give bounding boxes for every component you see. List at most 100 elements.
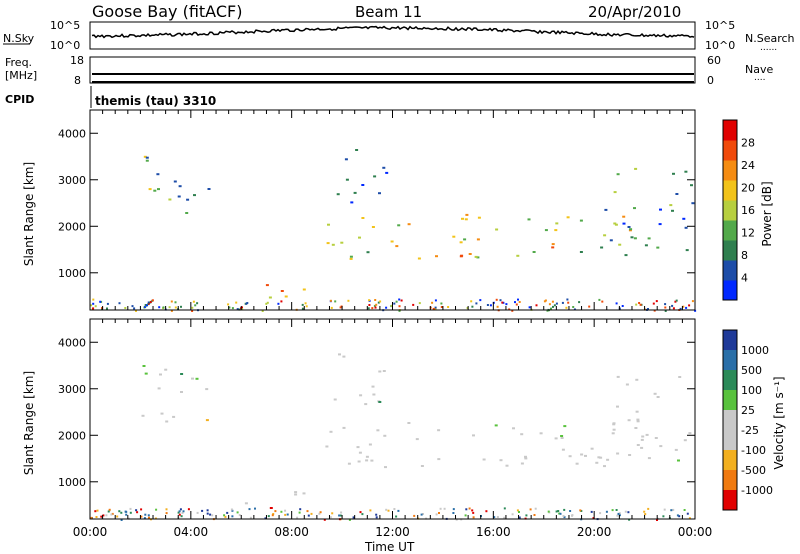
power-heatmap-cells — [90, 149, 697, 312]
heatmap-cell — [486, 304, 489, 306]
heatmap-cell — [431, 301, 434, 304]
heatmap-cell — [656, 246, 660, 249]
heatmap-cell — [622, 222, 626, 225]
heatmap-cell — [143, 155, 147, 158]
heatmap-cell — [566, 298, 569, 301]
heatmap-cell — [327, 223, 330, 226]
heatmap-cell — [143, 517, 146, 520]
heatmap-cell — [124, 307, 127, 309]
colorbar-swatch — [723, 390, 737, 411]
heatmap-cell — [326, 242, 330, 245]
heatmap-cell — [465, 213, 469, 216]
heatmap-cell — [397, 224, 401, 227]
heatmap-cell — [553, 304, 556, 307]
heatmap-cell — [393, 508, 396, 510]
heatmap-cell — [590, 510, 593, 513]
heatmap-cell — [398, 309, 401, 312]
heatmap-cell — [512, 427, 515, 430]
heatmap-cell — [662, 515, 665, 518]
heatmap-cell — [562, 515, 565, 517]
freq-tick-top: 18 — [70, 54, 84, 67]
heatmap-cell — [685, 306, 688, 309]
heatmap-cell — [544, 299, 547, 302]
heatmap-cell — [690, 184, 693, 187]
noise-panel-frame — [89, 21, 696, 50]
heatmap-cell — [331, 243, 335, 246]
heatmap-cell — [485, 510, 488, 513]
heatmap-cell — [547, 510, 550, 513]
heatmap-cell — [476, 238, 480, 241]
heatmap-cell — [579, 509, 582, 512]
heatmap-cell — [338, 353, 341, 356]
heatmap-cell — [107, 510, 110, 513]
heatmap-cell — [674, 448, 678, 451]
heatmap-cell — [466, 307, 469, 309]
heatmap-cell — [616, 375, 620, 378]
heatmap-cell — [694, 309, 697, 312]
heatmap-cell — [372, 393, 376, 396]
colorbar-tick-label: -500 — [741, 464, 766, 477]
heatmap-cell — [371, 307, 374, 310]
heatmap-cell — [435, 255, 438, 258]
freq-label-2: [MHz] — [5, 69, 37, 82]
nsearch-marker: ...... — [760, 43, 777, 53]
heatmap-cell — [573, 308, 576, 311]
heatmap-cell — [296, 516, 299, 519]
heatmap-cell — [464, 218, 468, 221]
colorbar-tick-label: -25 — [741, 424, 759, 437]
colorbar-swatch — [723, 410, 737, 431]
heatmap-cell — [468, 253, 472, 255]
heatmap-cell — [144, 305, 147, 308]
colorbar-swatch — [723, 240, 737, 261]
heatmap-cell — [280, 300, 283, 303]
colorbar-swatch — [723, 330, 737, 351]
heatmap-cell — [369, 509, 372, 512]
heatmap-cell — [359, 394, 363, 397]
heatmap-cell — [205, 419, 209, 422]
xlabel: Time UT — [364, 540, 415, 554]
heatmap-cell — [600, 246, 604, 249]
heatmap-cell — [356, 446, 360, 449]
heatmap-cell — [524, 455, 527, 458]
heatmap-cell — [440, 302, 443, 305]
power-axis-ticks: 1000 2000 3000 4000 — [58, 110, 696, 310]
heatmap-cell — [106, 302, 109, 305]
ytick-label: 2000 — [58, 220, 86, 233]
heatmap-cell — [633, 207, 636, 210]
heatmap-cell — [625, 383, 629, 386]
heatmap-cell — [557, 510, 560, 512]
heatmap-cell — [482, 458, 486, 461]
heatmap-cell — [511, 513, 514, 516]
colorbar-tick-label: 28 — [741, 137, 755, 150]
heatmap-cell — [186, 198, 190, 201]
heatmap-cell — [418, 302, 421, 305]
heatmap-cell — [615, 509, 618, 511]
heatmap-cell — [336, 193, 340, 196]
heatmap-cell — [231, 307, 234, 310]
heatmap-cell — [679, 307, 682, 310]
heatmap-cell — [207, 188, 211, 190]
heatmap-cell — [578, 301, 581, 304]
heatmap-cell — [645, 433, 649, 436]
heatmap-cell — [653, 392, 657, 395]
heatmap-cell — [659, 208, 662, 211]
heatmap-cell — [299, 508, 302, 511]
heatmap-cell — [400, 299, 403, 302]
heatmap-cell — [146, 304, 148, 307]
heatmap-cell — [179, 508, 182, 511]
heatmap-cell — [475, 302, 478, 305]
heatmap-cell — [640, 438, 644, 441]
heatmap-cell — [136, 511, 139, 514]
nsky-label: N.Sky — [3, 32, 35, 45]
heatmap-cell — [274, 510, 277, 513]
heatmap-cell — [266, 301, 269, 304]
heatmap-cell — [628, 518, 631, 521]
heatmap-cell — [244, 502, 248, 505]
heatmap-cell — [294, 493, 298, 496]
heatmap-cell — [447, 306, 450, 308]
heatmap-cell — [390, 304, 393, 307]
heatmap-cell — [144, 372, 148, 375]
xtick-label: 12:00 — [375, 525, 410, 539]
heatmap-cell — [398, 305, 401, 308]
